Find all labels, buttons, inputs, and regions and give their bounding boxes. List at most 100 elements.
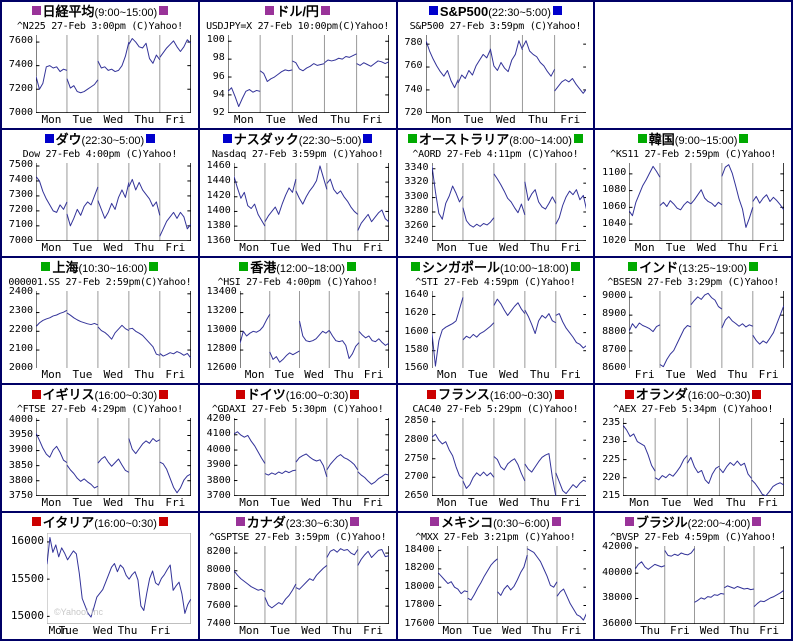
chart-cell-aex[interactable]: オランダ(16:00~0:30) ^AEX 27-Feb 5:34pm (C)Ya… xyxy=(594,384,792,513)
chart-cell-sensex[interactable]: インド(13:25~19:00) ^BSESN 27-Feb 3:29pm (C)… xyxy=(594,256,792,385)
chart-cell-kospi[interactable]: 韓国(9:00~15:00) ^KS11 27-Feb 2:59pm (C)Yah… xyxy=(594,128,792,257)
chart-cell-dax[interactable]: ドイツ(16:00~0:30) ^GDAXI 27-Feb 5:30pm (C)Y… xyxy=(198,384,397,513)
price-line xyxy=(36,433,67,463)
title-square-icon xyxy=(235,517,245,527)
x-axis-spacer xyxy=(784,496,789,510)
x-axis: Mon Tue Wed Thu Fri xyxy=(400,624,592,638)
market-name: 日経平均 xyxy=(42,4,95,19)
chart-cell-mxx[interactable]: メキシコ(0:30~6:00) ^MXX 27-Feb 3:21pm (C)Yah… xyxy=(396,512,595,640)
chart-cell-nasdaq[interactable]: ナスダック(22:30~5:00) Nasdaq 27-Feb 3:59pm (C… xyxy=(198,128,397,257)
x-labels: Mon Tue Wed Thu Fri xyxy=(36,496,191,510)
chart-cell-aord[interactable]: オーストラリア(8:00~14:00) ^AORD 27-Feb 4:11pm (… xyxy=(396,128,595,257)
chart-area: 1460 1440 1420 1400 1380 1360 xyxy=(202,161,394,245)
chart-area: 2850 2800 2750 2700 2650 xyxy=(400,416,592,501)
x-labels: Mon Tue Wed Thu Fri xyxy=(438,624,587,638)
chart-subtitle: ^KS11 27-Feb 2:59pm (C)Yahoo! xyxy=(610,148,777,160)
x-axis-day-label: Tue xyxy=(274,368,295,382)
x-axis-day-label: Fri xyxy=(165,240,186,254)
x-axis-day-label: Tue xyxy=(467,496,488,510)
price-line xyxy=(688,458,720,484)
title-square-icon xyxy=(350,517,360,527)
y-tick-label: 16000 xyxy=(10,534,44,548)
title-square-icon xyxy=(752,389,762,399)
x-axis-day-label: Wed xyxy=(304,368,325,382)
price-line xyxy=(234,176,265,226)
chart-cell-hangseng[interactable]: 香港(12:00~18:00) ^HSI 27-Feb 4:00pm (C)Yah… xyxy=(198,256,397,385)
x-axis-day-label: Thu xyxy=(725,496,746,510)
chart-cell-usdjpy[interactable]: ドル/円 USDJPY=X 27-Feb 10:00pm(C)Yahoo! 100 9… xyxy=(198,1,397,129)
chart-title: ナスダック(22:30~5:00) xyxy=(202,132,394,149)
chart-area: 4200 4100 4000 3900 3800 3700 xyxy=(202,413,394,501)
trading-hours: (8:00~14:00) xyxy=(509,134,572,147)
x-axis-day-label: Thu xyxy=(330,112,351,126)
x-axis-day-label: Fri xyxy=(669,624,690,637)
price-line xyxy=(296,454,327,477)
chart-subtitle: 000001.SS 27-Feb 2:59pm(C)Yahoo! xyxy=(8,276,192,288)
chart-title: 上海(10:30~16:00) xyxy=(4,260,196,277)
title-square-icon xyxy=(554,389,564,399)
price-line xyxy=(358,550,389,566)
market-name: イタリア xyxy=(42,515,95,531)
y-tick-label: 780 xyxy=(404,37,423,49)
chart-title: 韓国(9:00~15:00) xyxy=(597,132,789,149)
y-tick-label: 7400 xyxy=(206,618,231,629)
trading-hours: (9:00~15:00) xyxy=(674,134,738,147)
trading-hours: (12:00~18:00) xyxy=(276,262,346,275)
chart-cell-dow[interactable]: ダウ(22:30~5:00) Dow 27-Feb 4:00pm (C)Yahoo… xyxy=(1,128,199,257)
trading-hours: (0:30~6:00) xyxy=(493,518,550,531)
chart-cell-cac40[interactable]: フランス(16:00~0:30) CAC40 27-Feb 5:29pm (C)Y… xyxy=(396,384,595,513)
chart-cell-nikkei[interactable]: 日経平均(9:00~15:00) ^N225 27-Feb 3:00pm (C)Y… xyxy=(1,1,199,129)
chart-cell-tsx[interactable]: カナダ(23:30~6:30) ^GSPTSE 27-Feb 3:59pm (C)… xyxy=(198,512,397,640)
y-axis: 8200 8000 7800 7600 7400 xyxy=(202,545,234,629)
x-axis-day-label: Fri xyxy=(759,624,780,637)
x-axis-day-label: Mon xyxy=(442,624,463,637)
chart-subtitle: USDJPY=X 27-Feb 10:00pm(C)Yahoo! xyxy=(206,21,390,32)
x-axis-spacer xyxy=(191,368,196,382)
y-tick-label: 7500 xyxy=(8,158,33,170)
x-axis-day-label: Mon xyxy=(48,624,69,637)
chart-subtitle: ^MXX 27-Feb 3:21pm (C)Yahoo! xyxy=(415,532,576,544)
y-tick-label: 7200 xyxy=(8,204,33,216)
title-square-icon xyxy=(222,134,232,144)
price-line xyxy=(359,331,389,345)
x-axis-day-label: Mon xyxy=(239,624,260,637)
y-axis: 7600 7400 7200 7000 xyxy=(4,34,36,118)
price-line xyxy=(753,195,784,210)
plot-area xyxy=(426,35,587,113)
x-axis: Mon Tue Wed Thu Fri xyxy=(4,368,196,382)
market-name: ドイツ xyxy=(246,387,286,403)
y-tick-label: 3340 xyxy=(404,161,429,173)
chart-area: 235 230 225 220 215 xyxy=(597,417,789,501)
x-axis-day-label: Thu xyxy=(529,368,550,382)
chart-cell-mib[interactable]: イタリア(16:00~0:30) 16000 15500 15000 ©Yahoo! I… xyxy=(1,512,199,640)
chart-area: 8200 8000 7800 7600 7400 xyxy=(202,545,394,629)
x-axis: Mon Tue Wed Thu Fri xyxy=(400,241,592,255)
y-tick-label: 2300 xyxy=(8,305,33,317)
x-axis: Mon Tue Wed Thu Fri xyxy=(202,496,394,510)
x-axis-day-label: Wed xyxy=(301,240,322,254)
x-axis-day-label: Thu xyxy=(529,496,550,510)
price-line xyxy=(129,328,160,355)
price-line-chart xyxy=(432,163,587,241)
x-axis-day-label: Wed xyxy=(103,368,124,382)
chart-cell-sp500[interactable]: S&P500(22:30~5:00) S&P500 27-Feb 3:59pm (… xyxy=(396,1,595,129)
x-labels: Mon Tue Wed Thu Fri xyxy=(240,368,389,382)
chart-cell-ftse[interactable]: イギリス(16:00~0:30) ^FTSE 27-Feb 4:29pm (C)Y… xyxy=(1,384,199,513)
price-line xyxy=(438,573,468,594)
chart-cell-sti[interactable]: シンガポール(10:00~18:00) ^STI 27-Feb 4:59pm (C… xyxy=(396,256,595,385)
chart-cell-shanghai[interactable]: 上海(10:30~16:00) 000001.SS 27-Feb 2:59pm(C… xyxy=(1,256,199,385)
chart-title: インド(13:25~19:00) xyxy=(597,260,789,277)
y-tick-label: 15000 xyxy=(10,609,44,623)
price-line xyxy=(327,455,358,470)
price-line xyxy=(695,594,725,603)
y-tick-label: 3900 xyxy=(8,444,33,456)
y-tick-label: 15500 xyxy=(10,571,44,585)
plot-area xyxy=(629,163,784,241)
x-axis-day-label: Fri xyxy=(560,240,581,254)
y-axis: 2400 2300 2200 2100 2000 xyxy=(4,287,36,373)
y-tick-label: 42000 xyxy=(602,541,633,553)
price-line-chart xyxy=(36,291,191,369)
y-tick-label: 7000 xyxy=(8,234,33,246)
chart-cell-bovespa[interactable]: ブラジル(22:00~4:00) ^BVSP 27-Feb 4:59pm (C)Y… xyxy=(594,512,792,640)
y-tick-label: 18000 xyxy=(404,580,435,592)
